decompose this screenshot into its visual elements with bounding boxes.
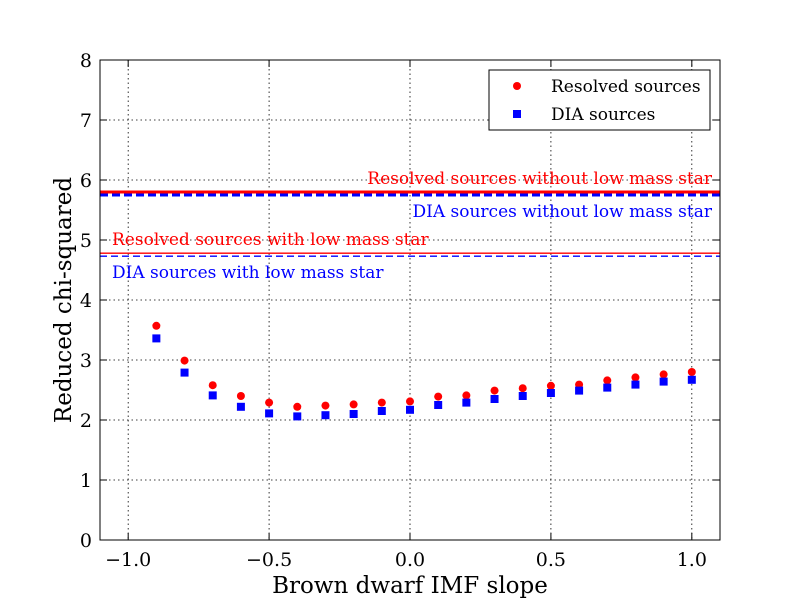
x-tick-label: −0.5 <box>246 549 292 571</box>
y-tick-label: 6 <box>80 170 92 192</box>
x-tick-label: −1.0 <box>105 549 151 571</box>
data-point-dia <box>434 401 443 409</box>
data-point-resolved <box>180 356 189 365</box>
data-point-resolved <box>406 397 414 406</box>
y-tick-label: 7 <box>80 110 92 132</box>
legend: Resolved sources DIA sources <box>488 69 711 131</box>
data-point-resolved <box>462 391 471 400</box>
data-point-dia <box>321 411 330 420</box>
y-axis-title: Reduced chi-squared <box>51 177 77 423</box>
x-tick-label: 0.0 <box>395 549 425 571</box>
data-point-resolved <box>434 392 443 401</box>
data-point-resolved <box>293 402 302 411</box>
data-point-resolved <box>349 400 358 409</box>
data-point-resolved <box>659 370 668 379</box>
axis-tick-labels: −1.0 −0.5 0.0 0.5 1.0 0 1 2 3 4 5 6 7 8 <box>80 50 707 571</box>
data-point-resolved <box>208 381 217 390</box>
data-point-dia <box>462 398 471 407</box>
data-point-resolved <box>490 386 499 395</box>
legend-marker-resolved <box>513 82 521 90</box>
data-point-dia <box>236 402 245 411</box>
data-point-dia <box>575 386 584 395</box>
data-point-resolved <box>687 368 696 376</box>
reference-lines <box>100 190 720 257</box>
data-point-dia <box>546 389 555 397</box>
data-point-resolved <box>265 398 274 407</box>
grid <box>100 59 720 541</box>
data-point-resolved <box>518 384 527 393</box>
x-tick-label: 1.0 <box>677 549 707 571</box>
y-tick-label: 3 <box>80 350 92 372</box>
data-point-resolved <box>152 321 161 330</box>
x-axis-title: Brown dwarf IMF slope <box>272 573 548 599</box>
reference-line-label: DIA sources with low mass star <box>112 263 384 283</box>
data-point-dia <box>490 395 499 403</box>
y-tick-label: 5 <box>80 230 92 252</box>
data-point-dia <box>518 392 527 400</box>
axis-ticks <box>100 59 720 541</box>
data-point-resolved <box>321 401 330 410</box>
reference-line-label: DIA sources without low mass star <box>412 202 712 222</box>
data-point-resolved <box>603 376 612 385</box>
legend-box <box>488 69 711 131</box>
legend-marker-dia <box>513 110 521 118</box>
data-point-dia <box>152 334 161 343</box>
data-point-dia <box>659 377 668 386</box>
data-point-dia <box>349 410 358 418</box>
data-point-dia <box>208 391 217 400</box>
y-tick-label: 1 <box>80 470 92 492</box>
data-point-dia <box>265 409 274 418</box>
reference-line-label: Resolved sources without low mass star <box>367 169 713 189</box>
data-point-dia <box>631 380 640 389</box>
annotations: Resolved sources without low mass star DI… <box>112 169 713 283</box>
x-tick-label: 0.5 <box>536 549 566 571</box>
data-point-dia <box>293 412 302 421</box>
y-tick-label: 0 <box>80 530 92 552</box>
data-point-resolved <box>377 398 386 407</box>
y-tick-label: 4 <box>80 290 92 312</box>
data-point-resolved <box>236 392 245 400</box>
y-tick-label: 8 <box>80 50 92 72</box>
data-point-dia <box>406 405 414 414</box>
data-point-dia <box>603 383 612 392</box>
data-point-dia <box>377 407 386 415</box>
data-point-dia <box>687 375 696 384</box>
y-tick-label: 2 <box>80 410 92 432</box>
legend-label-dia: DIA sources <box>551 105 655 125</box>
data-point-resolved <box>631 373 640 382</box>
legend-label-resolved: Resolved sources <box>551 77 701 97</box>
reference-line-label: Resolved sources with low mass star <box>112 230 430 250</box>
data-series <box>152 321 696 421</box>
data-point-resolved <box>546 381 555 390</box>
data-point-dia <box>180 368 189 377</box>
